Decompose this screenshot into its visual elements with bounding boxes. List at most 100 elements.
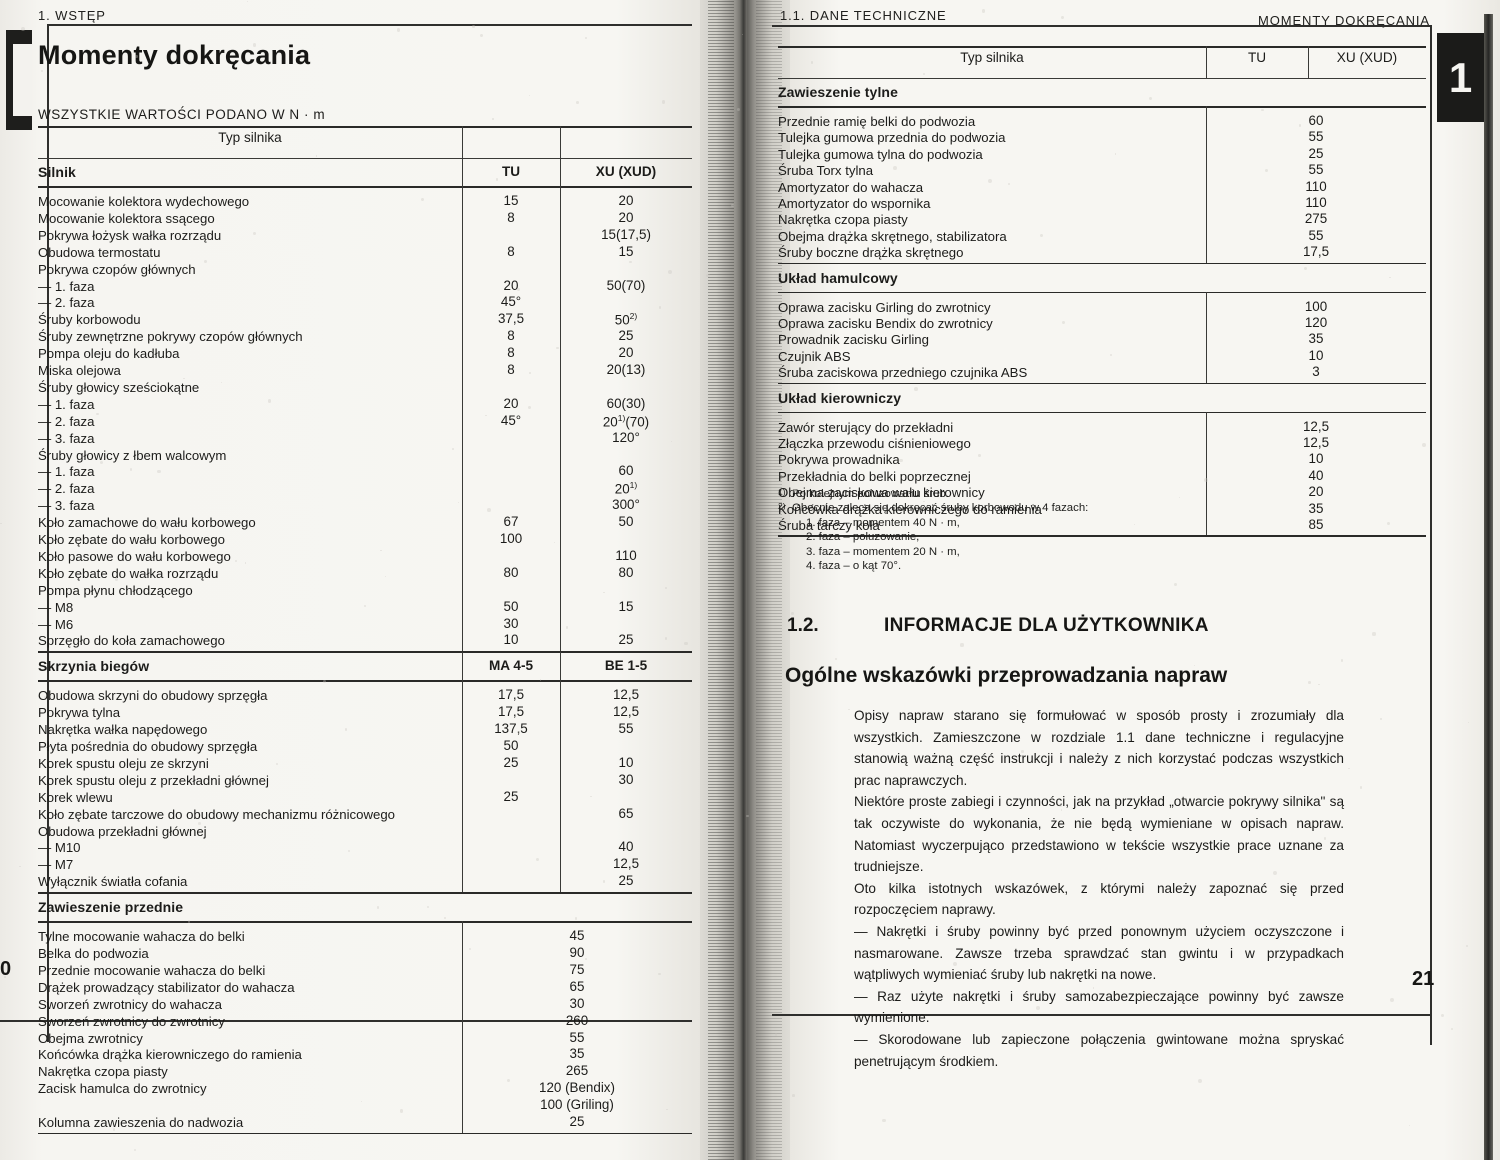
table-row-value-tu: 67 (503, 514, 519, 530)
chapter-tab-bracket-icon (6, 30, 32, 130)
scan-speckle (746, 815, 749, 818)
scan-speckle (1441, 1014, 1445, 1018)
scan-speckle (44, 696, 47, 699)
chapter-tab-number: 1 (1437, 33, 1484, 122)
table-row-value-merged: 25 (569, 1114, 585, 1129)
table-row-label: Obejma zwrotnicy (38, 1030, 143, 1046)
scan-speckle (1372, 632, 1376, 636)
table-row-label: — 2. faza (38, 481, 95, 497)
units-note: WSZYSTKIE WARTOŚCI PODANO W N · m (38, 107, 326, 122)
section-subtitle: Ogólne wskazówki przeprowadzania napraw (785, 664, 1228, 687)
body-paragraph: — Skorodowane lub zapieczone połączenia … (854, 1031, 1344, 1069)
scan-speckle (426, 906, 429, 909)
table-row-label: — M8 (38, 599, 74, 615)
table-row-label: Sworzeń zwrotnicy do wahacza (38, 996, 222, 1012)
scan-speckle (102, 216, 104, 218)
column-header-tu: MA 4-5 (488, 658, 534, 674)
section-heading: Układ hamulcowy (778, 269, 898, 286)
scan-speckle (517, 731, 521, 735)
table-row-label: Korek spustu oleju z przekładni głównej (38, 772, 269, 788)
table-row-value-merged: 10 (1308, 347, 1324, 363)
table-row-label: Zawór sterujący do przekładni (778, 419, 954, 435)
scan-speckle (1450, 1027, 1453, 1031)
scan-speckle (585, 37, 587, 39)
column-header-xu: BE 1-5 (604, 658, 648, 674)
table-row-value-xu: 20 (618, 193, 634, 208)
table-row-value-tu: 100 (499, 531, 523, 546)
table-row-label: Obudowa przekładni głównej (38, 823, 207, 839)
scan-speckle (771, 40, 776, 45)
table-row-value-tu: 8 (507, 328, 515, 344)
section-heading: Zawieszenie przednie (38, 899, 184, 916)
scan-speckle (495, 178, 499, 181)
scan-speckle (183, 377, 185, 380)
scan-speckle (1466, 944, 1469, 947)
table-row-label: Śruby głowicy z łbem walcowym (38, 447, 227, 463)
footnote-2-item: 4. faza – o kąt 70°. (806, 560, 902, 573)
left-frame-vertical (47, 24, 49, 1042)
scan-speckle (666, 1108, 668, 1110)
page-title: Momenty dokręcania (38, 40, 311, 70)
table-row-value-xu: 120° (612, 429, 640, 445)
scan-speckle (1421, 443, 1426, 448)
table-row-label: Koło zębate do wału korbowego (38, 532, 225, 547)
section-number: 1.2. (787, 615, 819, 636)
scan-speckle (1380, 718, 1382, 720)
table-row-label: Pompa płynu chłodzącego (38, 582, 193, 598)
scan-speckle (129, 467, 133, 471)
scan-speckle (0, 522, 2, 525)
table-row-label: Czujnik ABS (778, 348, 851, 364)
table-row-value-xu: 10 (618, 754, 634, 770)
scan-speckle (602, 880, 606, 884)
scan-speckle (96, 412, 99, 416)
scan-speckle (988, 178, 993, 183)
right-page-number: 21 (1412, 968, 1435, 990)
binding-gutter (700, 0, 790, 1160)
table-row-value-merged: 35 (1308, 500, 1324, 516)
scan-speckle (1149, 995, 1152, 998)
scan-speckle (742, 34, 744, 36)
scan-speckle (1261, 108, 1264, 112)
scan-speckle (457, 501, 460, 503)
scan-speckle (1109, 354, 1112, 356)
scan-speckle (603, 591, 605, 594)
scan-speckle (267, 399, 272, 403)
table-row-value-merged: 55 (1308, 162, 1324, 178)
table-row-value-tu: 37,5 (497, 311, 525, 327)
table-row-label: Przednie mocowanie wahacza do belki (38, 962, 266, 978)
table-row-value-merged: 25 (1308, 145, 1324, 161)
scan-speckle (385, 576, 387, 578)
scan-speckle (1036, 1006, 1040, 1010)
scan-speckle (1341, 659, 1344, 662)
table-row-label: Przekładnia do belki poprzecznej (778, 468, 971, 484)
table-row-label: Sprzęgło do koła zamachowego (38, 633, 225, 649)
scan-speckle (555, 346, 559, 350)
scan-speckle (898, 458, 903, 463)
table-row-value-merged: 17,5 (1302, 244, 1330, 260)
scan-speckle (1386, 521, 1391, 526)
table-row-value-xu: 300° (612, 497, 640, 513)
table-row-value-xu: 60(30) (606, 395, 646, 411)
scan-speckle (1058, 804, 1062, 808)
scan-speckle (134, 1149, 137, 1152)
scan-speckle (1467, 722, 1469, 724)
table-row-label: Korek spustu oleju ze skrzyni (38, 755, 209, 771)
scan-speckle (41, 70, 44, 73)
table-row-label: Koło zamachowe do wału korbowego (38, 515, 256, 531)
table-row-value-merged: 35 (569, 1046, 585, 1062)
scan-speckle (323, 680, 326, 683)
scan-speckle (527, 406, 531, 410)
scan-speckle (960, 643, 964, 647)
scan-speckle (78, 324, 81, 327)
table-row-value-xu: 55 (618, 721, 634, 737)
table-row-value-merged: 265 (565, 1063, 589, 1079)
table-row-value-tu: 137,5 (494, 721, 528, 737)
scan-speckle (234, 560, 238, 563)
chapter-tab-label: 1 (1448, 53, 1473, 101)
table-row-value-merged: 120 (1304, 315, 1328, 330)
scan-speckle (472, 25, 475, 28)
table-row-value-xu: 25 (618, 873, 634, 889)
table-row-value-merged: 20 (1308, 484, 1324, 500)
scan-speckle (1092, 987, 1095, 989)
